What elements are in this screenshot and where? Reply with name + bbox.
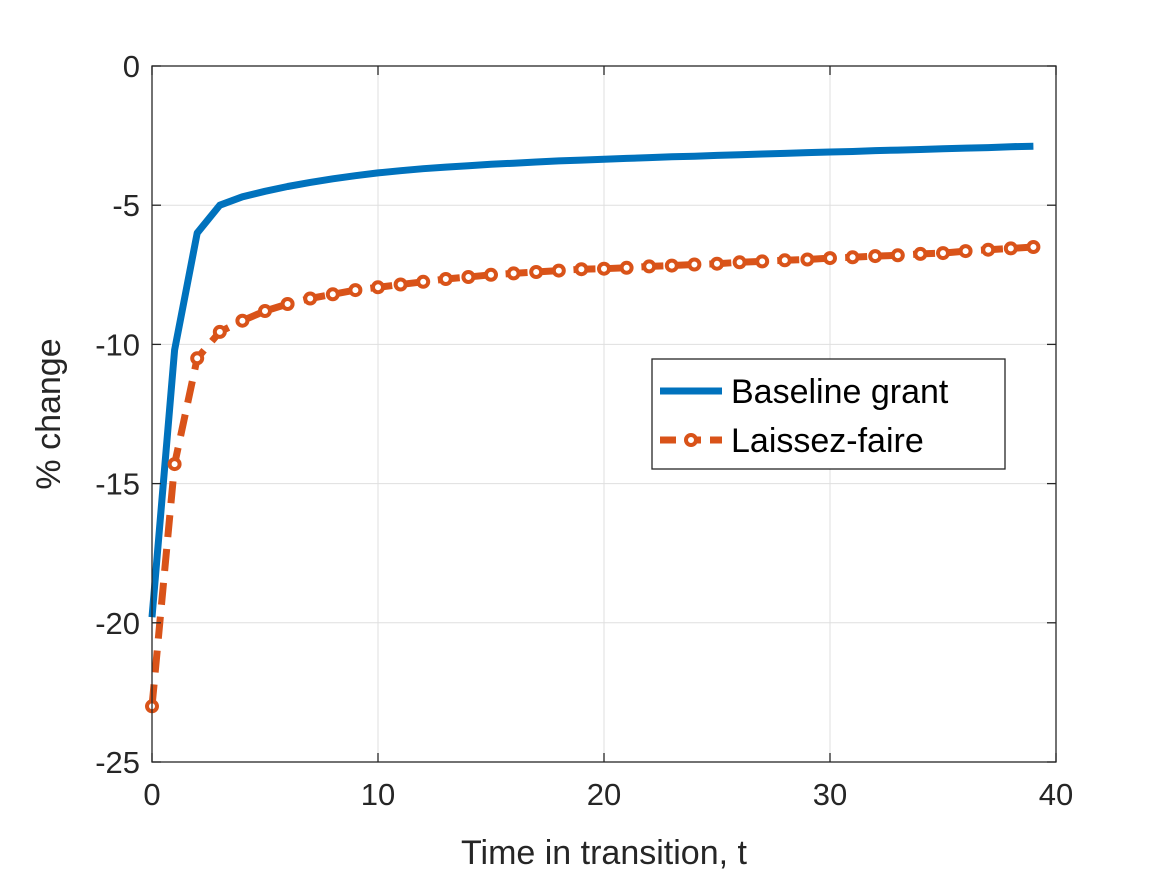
data-point-laissez-faire <box>167 457 182 472</box>
series-baseline-grant <box>148 142 1034 618</box>
y-tick-label: -15 <box>95 467 140 502</box>
y-tick-label: -5 <box>112 188 140 223</box>
data-point-laissez-faire <box>890 248 905 263</box>
y-tick-label: -20 <box>95 606 140 641</box>
data-point-laissez-faire <box>212 324 227 339</box>
data-point-laissez-faire <box>416 274 431 289</box>
data-point-laissez-faire <box>484 267 498 282</box>
data-point-laissez-faire <box>574 262 589 277</box>
data-point-laissez-faire <box>597 261 611 276</box>
data-point-laissez-faire <box>732 255 747 270</box>
x-tick-label: 10 <box>361 777 395 812</box>
data-point-laissez-faire <box>664 258 679 273</box>
series-layer <box>145 142 1041 714</box>
data-point-laissez-faire <box>1026 240 1041 254</box>
data-point-laissez-faire <box>981 242 996 257</box>
data-point-laissez-faire <box>258 304 272 318</box>
x-axis-label: Time in transition, t <box>461 834 747 872</box>
x-tick-label: 30 <box>813 777 847 812</box>
data-point-laissez-faire <box>235 313 250 328</box>
data-point-laissez-faire <box>755 254 770 269</box>
legend-marker-laissez-faire <box>684 433 698 447</box>
series-line-baseline-grant <box>148 142 1034 618</box>
data-point-laissez-faire <box>280 297 295 311</box>
data-point-laissez-faire <box>823 251 837 266</box>
data-point-laissez-faire <box>529 265 544 279</box>
data-point-laissez-faire <box>800 252 815 267</box>
y-tick-label: 0 <box>123 49 140 84</box>
data-point-laissez-faire <box>777 253 792 268</box>
data-point-laissez-faire <box>190 351 205 366</box>
x-tick-label: 0 <box>143 777 160 812</box>
data-point-laissez-faire <box>958 244 973 259</box>
series-line-laissez-faire <box>148 243 1034 707</box>
data-point-laissez-faire <box>1003 241 1018 256</box>
data-point-laissez-faire <box>642 259 657 274</box>
x-tick-label: 40 <box>1039 777 1073 812</box>
legend: Baseline grant Laissez-faire <box>651 358 1006 470</box>
data-point-laissez-faire <box>303 291 318 306</box>
x-tick-label: 20 <box>587 777 621 812</box>
data-point-laissez-faire <box>506 266 521 281</box>
data-point-laissez-faire <box>619 260 634 275</box>
data-point-laissez-faire <box>868 249 883 264</box>
data-point-laissez-faire <box>461 270 476 284</box>
legend-label-laissez-faire: Laissez-faire <box>731 422 924 460</box>
data-point-laissez-faire <box>393 277 408 292</box>
data-point-laissez-faire <box>348 283 363 298</box>
data-point-laissez-faire <box>913 246 928 261</box>
y-axis-label: % change <box>30 338 68 489</box>
axis-ticks <box>151 65 1057 763</box>
data-point-laissez-faire <box>936 246 950 261</box>
tick-labels: 0 10 20 30 40 -25 -20 -15 -10 -5 0 <box>95 49 1073 812</box>
y-tick-label: -25 <box>95 745 140 780</box>
legend-box <box>651 358 1006 470</box>
series-laissez-faire <box>145 240 1041 714</box>
data-point-laissez-faire <box>845 250 860 265</box>
y-tick-label: -10 <box>95 327 140 362</box>
data-point-laissez-faire <box>551 263 566 278</box>
data-point-laissez-faire <box>325 287 340 302</box>
data-point-laissez-faire <box>710 256 724 271</box>
data-point-laissez-faire <box>371 280 385 295</box>
legend-label-baseline-grant: Baseline grant <box>731 373 949 411</box>
data-point-laissez-faire <box>687 257 702 272</box>
data-point-laissez-faire <box>438 272 453 286</box>
